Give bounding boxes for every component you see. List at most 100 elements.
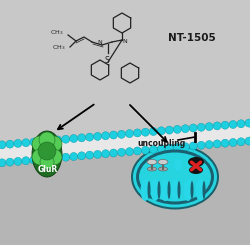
Text: uncoupling: uncoupling bbox=[138, 139, 186, 148]
Circle shape bbox=[173, 143, 181, 151]
Ellipse shape bbox=[158, 159, 168, 164]
Circle shape bbox=[46, 149, 62, 165]
Polygon shape bbox=[0, 123, 250, 163]
Ellipse shape bbox=[188, 157, 204, 167]
Ellipse shape bbox=[148, 167, 156, 171]
Circle shape bbox=[221, 121, 229, 129]
Ellipse shape bbox=[136, 149, 214, 205]
Circle shape bbox=[78, 152, 86, 160]
Ellipse shape bbox=[178, 181, 180, 199]
Circle shape bbox=[78, 134, 86, 142]
Circle shape bbox=[229, 121, 237, 128]
Ellipse shape bbox=[131, 145, 219, 209]
Circle shape bbox=[134, 147, 141, 155]
Circle shape bbox=[118, 130, 126, 138]
Circle shape bbox=[157, 145, 165, 153]
Polygon shape bbox=[0, 135, 250, 245]
Circle shape bbox=[22, 139, 30, 147]
Ellipse shape bbox=[168, 181, 170, 199]
Circle shape bbox=[6, 158, 14, 166]
Circle shape bbox=[110, 149, 118, 157]
Ellipse shape bbox=[140, 179, 149, 201]
Circle shape bbox=[70, 135, 78, 143]
Ellipse shape bbox=[158, 181, 160, 199]
Ellipse shape bbox=[196, 179, 204, 201]
Circle shape bbox=[102, 132, 110, 140]
Text: NT-1505: NT-1505 bbox=[168, 33, 216, 43]
Circle shape bbox=[197, 123, 205, 131]
Ellipse shape bbox=[150, 179, 160, 201]
Circle shape bbox=[46, 137, 54, 145]
Circle shape bbox=[62, 135, 70, 143]
Circle shape bbox=[102, 150, 110, 158]
Circle shape bbox=[142, 146, 150, 154]
Circle shape bbox=[38, 155, 46, 163]
Circle shape bbox=[32, 149, 48, 165]
Ellipse shape bbox=[147, 159, 157, 164]
Circle shape bbox=[86, 151, 94, 159]
Circle shape bbox=[181, 125, 189, 133]
Circle shape bbox=[30, 156, 38, 164]
Text: N: N bbox=[97, 40, 102, 46]
Circle shape bbox=[150, 127, 158, 135]
Circle shape bbox=[70, 153, 78, 160]
Circle shape bbox=[181, 143, 189, 151]
Circle shape bbox=[134, 129, 141, 137]
Circle shape bbox=[150, 146, 158, 154]
Circle shape bbox=[6, 140, 14, 148]
Circle shape bbox=[213, 140, 221, 148]
Ellipse shape bbox=[160, 179, 170, 201]
Circle shape bbox=[205, 122, 213, 131]
Circle shape bbox=[62, 153, 70, 161]
Ellipse shape bbox=[161, 159, 169, 171]
Circle shape bbox=[245, 119, 250, 127]
Circle shape bbox=[142, 128, 150, 136]
Ellipse shape bbox=[184, 179, 192, 201]
Circle shape bbox=[237, 138, 245, 146]
Circle shape bbox=[38, 137, 46, 145]
Circle shape bbox=[40, 155, 54, 169]
Text: $\mathregular{CH_3}$: $\mathregular{CH_3}$ bbox=[50, 29, 63, 37]
Circle shape bbox=[205, 141, 213, 149]
Circle shape bbox=[54, 154, 62, 162]
Circle shape bbox=[38, 142, 56, 160]
Circle shape bbox=[126, 130, 134, 138]
Circle shape bbox=[173, 125, 181, 133]
Circle shape bbox=[54, 136, 62, 144]
Circle shape bbox=[221, 139, 229, 147]
Circle shape bbox=[86, 133, 94, 141]
Circle shape bbox=[165, 126, 173, 134]
Circle shape bbox=[32, 136, 48, 152]
Ellipse shape bbox=[148, 159, 156, 171]
Circle shape bbox=[0, 159, 6, 167]
Ellipse shape bbox=[190, 181, 194, 199]
Circle shape bbox=[14, 139, 22, 147]
Circle shape bbox=[237, 120, 245, 128]
Ellipse shape bbox=[189, 166, 203, 174]
Ellipse shape bbox=[170, 179, 179, 201]
Text: GluR: GluR bbox=[38, 166, 58, 174]
Circle shape bbox=[118, 148, 126, 156]
Circle shape bbox=[39, 132, 55, 148]
Circle shape bbox=[189, 124, 197, 132]
Circle shape bbox=[46, 155, 54, 163]
Circle shape bbox=[157, 127, 165, 135]
Ellipse shape bbox=[32, 131, 62, 177]
Ellipse shape bbox=[158, 167, 168, 171]
Circle shape bbox=[46, 136, 62, 152]
Circle shape bbox=[165, 144, 173, 152]
Circle shape bbox=[245, 137, 250, 145]
Circle shape bbox=[229, 138, 237, 147]
Circle shape bbox=[213, 122, 221, 130]
Circle shape bbox=[30, 138, 38, 146]
Circle shape bbox=[0, 141, 6, 149]
Text: S: S bbox=[104, 56, 110, 65]
Ellipse shape bbox=[133, 147, 217, 208]
Circle shape bbox=[14, 158, 22, 165]
Ellipse shape bbox=[174, 159, 182, 171]
Circle shape bbox=[189, 142, 197, 150]
Circle shape bbox=[197, 141, 205, 149]
Circle shape bbox=[94, 132, 102, 140]
Ellipse shape bbox=[148, 181, 150, 199]
Circle shape bbox=[94, 150, 102, 159]
